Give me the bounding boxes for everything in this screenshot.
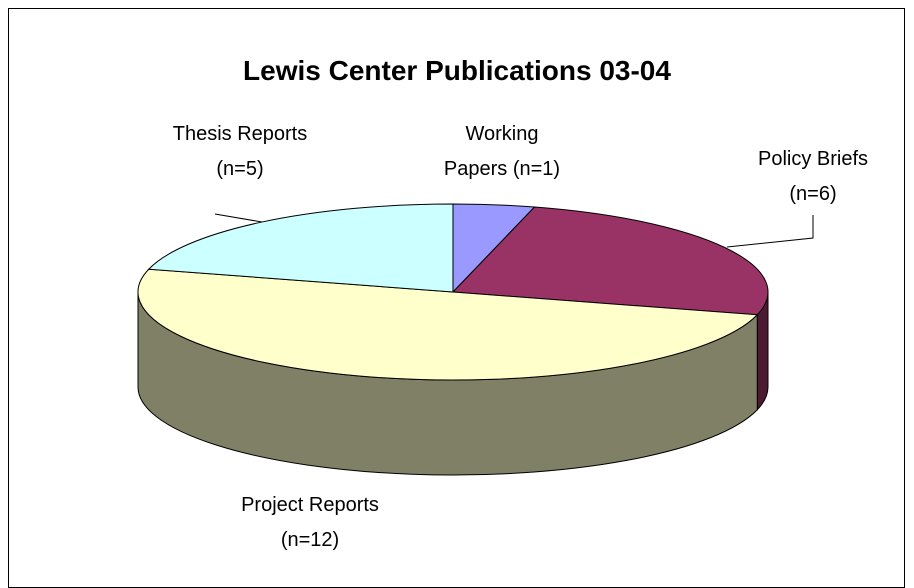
chart-title: Lewis Center Publications 03-04 <box>243 55 671 86</box>
slice-label: Thesis Reports (n=5) <box>172 123 308 180</box>
leader-line <box>214 213 263 223</box>
slice-label: Project Reports (n=12) <box>241 494 379 551</box>
slice <box>137 268 759 381</box>
leader-line <box>726 215 814 248</box>
slice-label: Working Papers (n=1) <box>443 123 561 180</box>
slice-label: Policy Briefs (n=6) <box>757 148 869 205</box>
slice <box>451 206 769 316</box>
